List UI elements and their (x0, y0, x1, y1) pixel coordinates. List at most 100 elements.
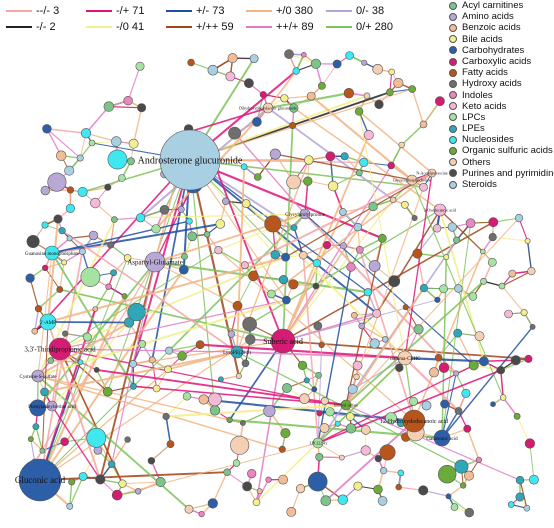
network-node (529, 323, 536, 330)
network-node (58, 227, 66, 235)
class-legend-item: Fatty acids (446, 67, 554, 78)
network-node (292, 67, 300, 75)
network-edge (404, 172, 433, 359)
network-edge (441, 326, 534, 439)
network-node (346, 262, 356, 272)
network-node (278, 474, 288, 485)
network-edge (317, 364, 474, 444)
network-node (111, 216, 118, 223)
edge-legend-label: 0/- 38 (356, 5, 385, 17)
network-node (40, 185, 50, 196)
network-node (151, 224, 161, 234)
network-node (313, 321, 323, 331)
network-edge (127, 66, 141, 101)
network-node (303, 377, 310, 384)
class-legend-item: Purines and pyrimidines (446, 168, 554, 179)
network-node (118, 479, 127, 488)
network-edge (51, 252, 135, 387)
network-node (325, 151, 336, 162)
network-node (377, 496, 388, 506)
network-edge (69, 476, 84, 507)
network-edge (37, 375, 190, 510)
node-label: N-Acetylputrescine (416, 170, 448, 175)
network-node (123, 254, 132, 262)
network-node (468, 360, 479, 371)
network-node (418, 485, 429, 496)
node-label: Glycylprolylproline (285, 213, 325, 218)
network-edge (151, 159, 191, 361)
network-node (345, 51, 354, 60)
network-node (303, 176, 313, 186)
network-edge (46, 128, 87, 134)
network-node (135, 61, 145, 71)
network-edge (220, 375, 239, 381)
network-node (438, 465, 457, 484)
network-node (207, 498, 218, 509)
network-edge (404, 357, 460, 412)
class-legend-label: Benzoic acids (462, 22, 521, 34)
network-edge (267, 92, 350, 110)
network-edge (107, 159, 191, 392)
class-legend-label: Amino acids (462, 11, 514, 23)
class-dot (449, 113, 457, 122)
network-edge (51, 322, 130, 407)
network-edge (218, 213, 306, 251)
class-dot (449, 23, 457, 32)
network-node (281, 252, 290, 262)
network-node (434, 354, 443, 362)
network-node (380, 467, 388, 475)
network-node (128, 138, 139, 149)
network-node (498, 282, 506, 290)
network-node (76, 154, 84, 162)
network-node (166, 440, 175, 448)
hub-node (230, 345, 244, 359)
network-node (504, 309, 513, 319)
network-node (249, 54, 259, 63)
node-label: Glycerophosphocholine (393, 177, 431, 182)
network-edge (154, 261, 238, 307)
network-node (434, 296, 441, 303)
class-legend-label: Organic sulfuric acids (462, 145, 553, 157)
network-node (242, 316, 257, 332)
network-edge (51, 220, 190, 254)
class-dot (449, 147, 457, 156)
network-node (102, 386, 113, 397)
network-edge (501, 285, 525, 313)
hub-node (144, 251, 166, 273)
network-node (40, 387, 49, 397)
network-node (245, 334, 256, 345)
network-edge (376, 209, 441, 314)
class-legend-item: LPCs (446, 112, 554, 123)
edge-legend-label: ++/+ 89 (276, 21, 314, 33)
class-dot (449, 180, 457, 189)
network-node (278, 445, 286, 453)
network-edge (390, 144, 403, 166)
class-legend-label: LPCs (462, 111, 486, 123)
network-edge (282, 211, 344, 342)
network-node (182, 392, 192, 401)
network-edge (358, 110, 433, 174)
network-node (299, 251, 308, 260)
network-node (103, 101, 115, 112)
network-node (387, 161, 395, 170)
hub-node (433, 429, 451, 447)
network-edge (85, 106, 110, 134)
class-legend-label: Purines and pyrimidines (462, 167, 554, 179)
network-node (177, 205, 185, 213)
class-dot (449, 57, 457, 66)
network-node (107, 460, 116, 468)
edge-legend-label: -/- 2 (36, 21, 56, 33)
network-edge (345, 217, 520, 406)
network-node (529, 474, 539, 485)
class-legend-item: Steroids (446, 179, 554, 190)
network-node (355, 246, 364, 254)
network-node (385, 412, 397, 424)
network-node (523, 504, 531, 512)
network-node (240, 163, 248, 170)
network-node (353, 481, 363, 491)
network-node (428, 367, 439, 378)
class-legend-label: Steroids (462, 179, 497, 190)
class-legend-label: Others (462, 156, 491, 168)
node-label: Guanosine monophosphate (25, 252, 80, 257)
network-edge (501, 270, 532, 287)
